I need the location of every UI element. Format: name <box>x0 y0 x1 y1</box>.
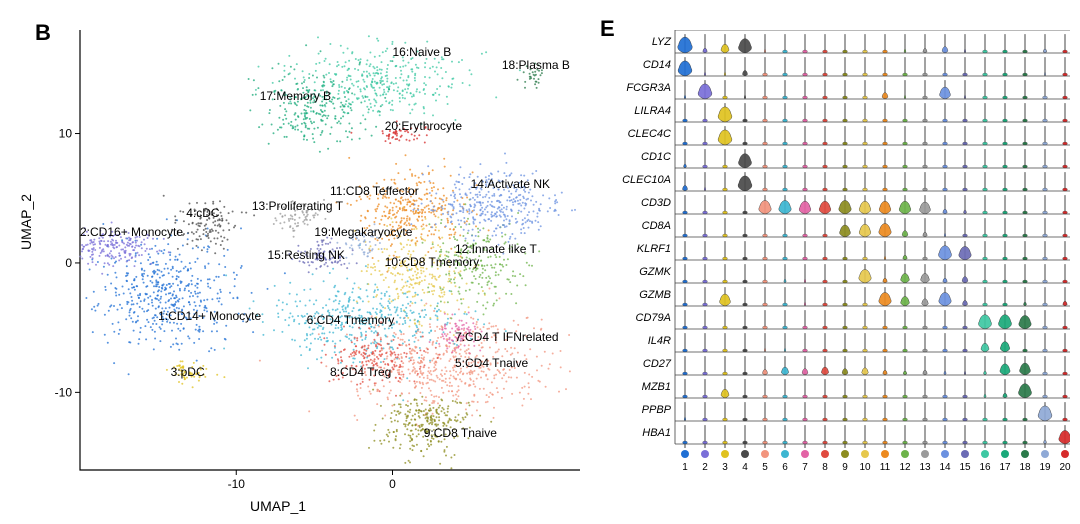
umap-cluster-label: 15:Resting NK <box>268 248 345 262</box>
violin-gene-label: PPBP <box>620 404 671 416</box>
umap-cluster-label: 14:Activate NK <box>471 177 550 191</box>
umap-cluster-label: 9:CD8 Tnaive <box>424 426 497 440</box>
violin-x-category: 14 <box>937 462 953 473</box>
panel-letter-E: E <box>600 16 615 42</box>
violin-gene-label: IL4R <box>620 335 671 347</box>
violin-gene-label: GZMK <box>620 266 671 278</box>
violin-gene-label: LILRA4 <box>620 105 671 117</box>
umap-cluster-label: 3:pDC <box>171 365 205 379</box>
umap-cluster-label: 5:CD4 Tnaive <box>455 356 528 370</box>
panel-letter-B: B <box>35 20 51 46</box>
violin-x-category: 12 <box>897 462 913 473</box>
violin-gene-label: CD8A <box>620 220 671 232</box>
violin-gene-label: CLEC10A <box>620 174 671 186</box>
umap-cluster-label: 12:Innate like T <box>455 242 537 256</box>
violin-x-category: 17 <box>997 462 1013 473</box>
violin-x-category: 9 <box>837 462 853 473</box>
violin-x-category: 3 <box>717 462 733 473</box>
violin-x-category: 16 <box>977 462 993 473</box>
violin-x-category: 20 <box>1057 462 1073 473</box>
umap-cluster-label: 10:CD8 Tmemory <box>385 255 479 269</box>
violin-gene-label: CD3D <box>620 197 671 209</box>
umap-cluster-label: 18:Plasma B <box>502 58 570 72</box>
violin-gene-label: CD79A <box>620 312 671 324</box>
umap-cluster-label: 4:cDC <box>186 206 219 220</box>
umap-cluster-label: 7:CD4 T IFNrelated <box>455 330 559 344</box>
umap-cluster-label: 17:Memory B <box>260 89 331 103</box>
violin-x-category: 4 <box>737 462 753 473</box>
violin-gene-label: CD1C <box>620 151 671 163</box>
violin-x-category: 8 <box>817 462 833 473</box>
violin-x-category: 5 <box>757 462 773 473</box>
violin-x-category: 15 <box>957 462 973 473</box>
violin-x-category: 10 <box>857 462 873 473</box>
umap-cluster-label: 16:Naive B <box>393 45 452 59</box>
violin-gene-label: CD27 <box>620 358 671 370</box>
violin-gene-label: GZMB <box>620 289 671 301</box>
violin-x-category: 2 <box>697 462 713 473</box>
umap-cluster-label: 11:CD8 Teffector <box>330 184 419 198</box>
svg-text:10: 10 <box>59 127 73 141</box>
svg-text:0: 0 <box>65 256 72 270</box>
violin-gene-label: CD14 <box>620 59 671 71</box>
violin-gene-label: LYZ <box>620 36 671 48</box>
umap-cluster-label: 13:Proliferating T <box>252 199 343 213</box>
violin-x-category: 19 <box>1037 462 1053 473</box>
violin-x-category: 13 <box>917 462 933 473</box>
umap-cluster-label: 2:CD16+ Monocyte <box>80 225 183 239</box>
violin-gene-label: HBA1 <box>620 427 671 439</box>
violin-x-category: 7 <box>797 462 813 473</box>
umap-cluster-label: 8:CD4 Treg <box>330 365 391 379</box>
svg-text:-10: -10 <box>55 385 73 399</box>
violin-x-category: 11 <box>877 462 893 473</box>
svg-text:-10: -10 <box>228 477 246 490</box>
violin-stack <box>620 30 1070 500</box>
violin-x-category: 6 <box>777 462 793 473</box>
violin-gene-label: KLRF1 <box>620 243 671 255</box>
violin-gene-label: MZB1 <box>620 381 671 393</box>
umap-cluster-label: 19:Megakaryocyte <box>314 225 412 239</box>
violin-x-category: 18 <box>1017 462 1033 473</box>
violin-gene-label: FCGR3A <box>620 82 671 94</box>
umap-cluster-label: 1:CD14+ Monocyte <box>158 309 261 323</box>
umap-y-axis-label: UMAP_2 <box>18 194 34 250</box>
umap-cluster-label: 20:Erythrocyte <box>385 119 462 133</box>
violin-gene-label: CLEC4C <box>620 128 671 140</box>
svg-text:0: 0 <box>389 477 396 490</box>
violin-x-category: 1 <box>677 462 693 473</box>
umap-cluster-label: 6:CD4 Tmemory <box>307 313 395 327</box>
umap-x-axis-label: UMAP_1 <box>250 498 306 514</box>
